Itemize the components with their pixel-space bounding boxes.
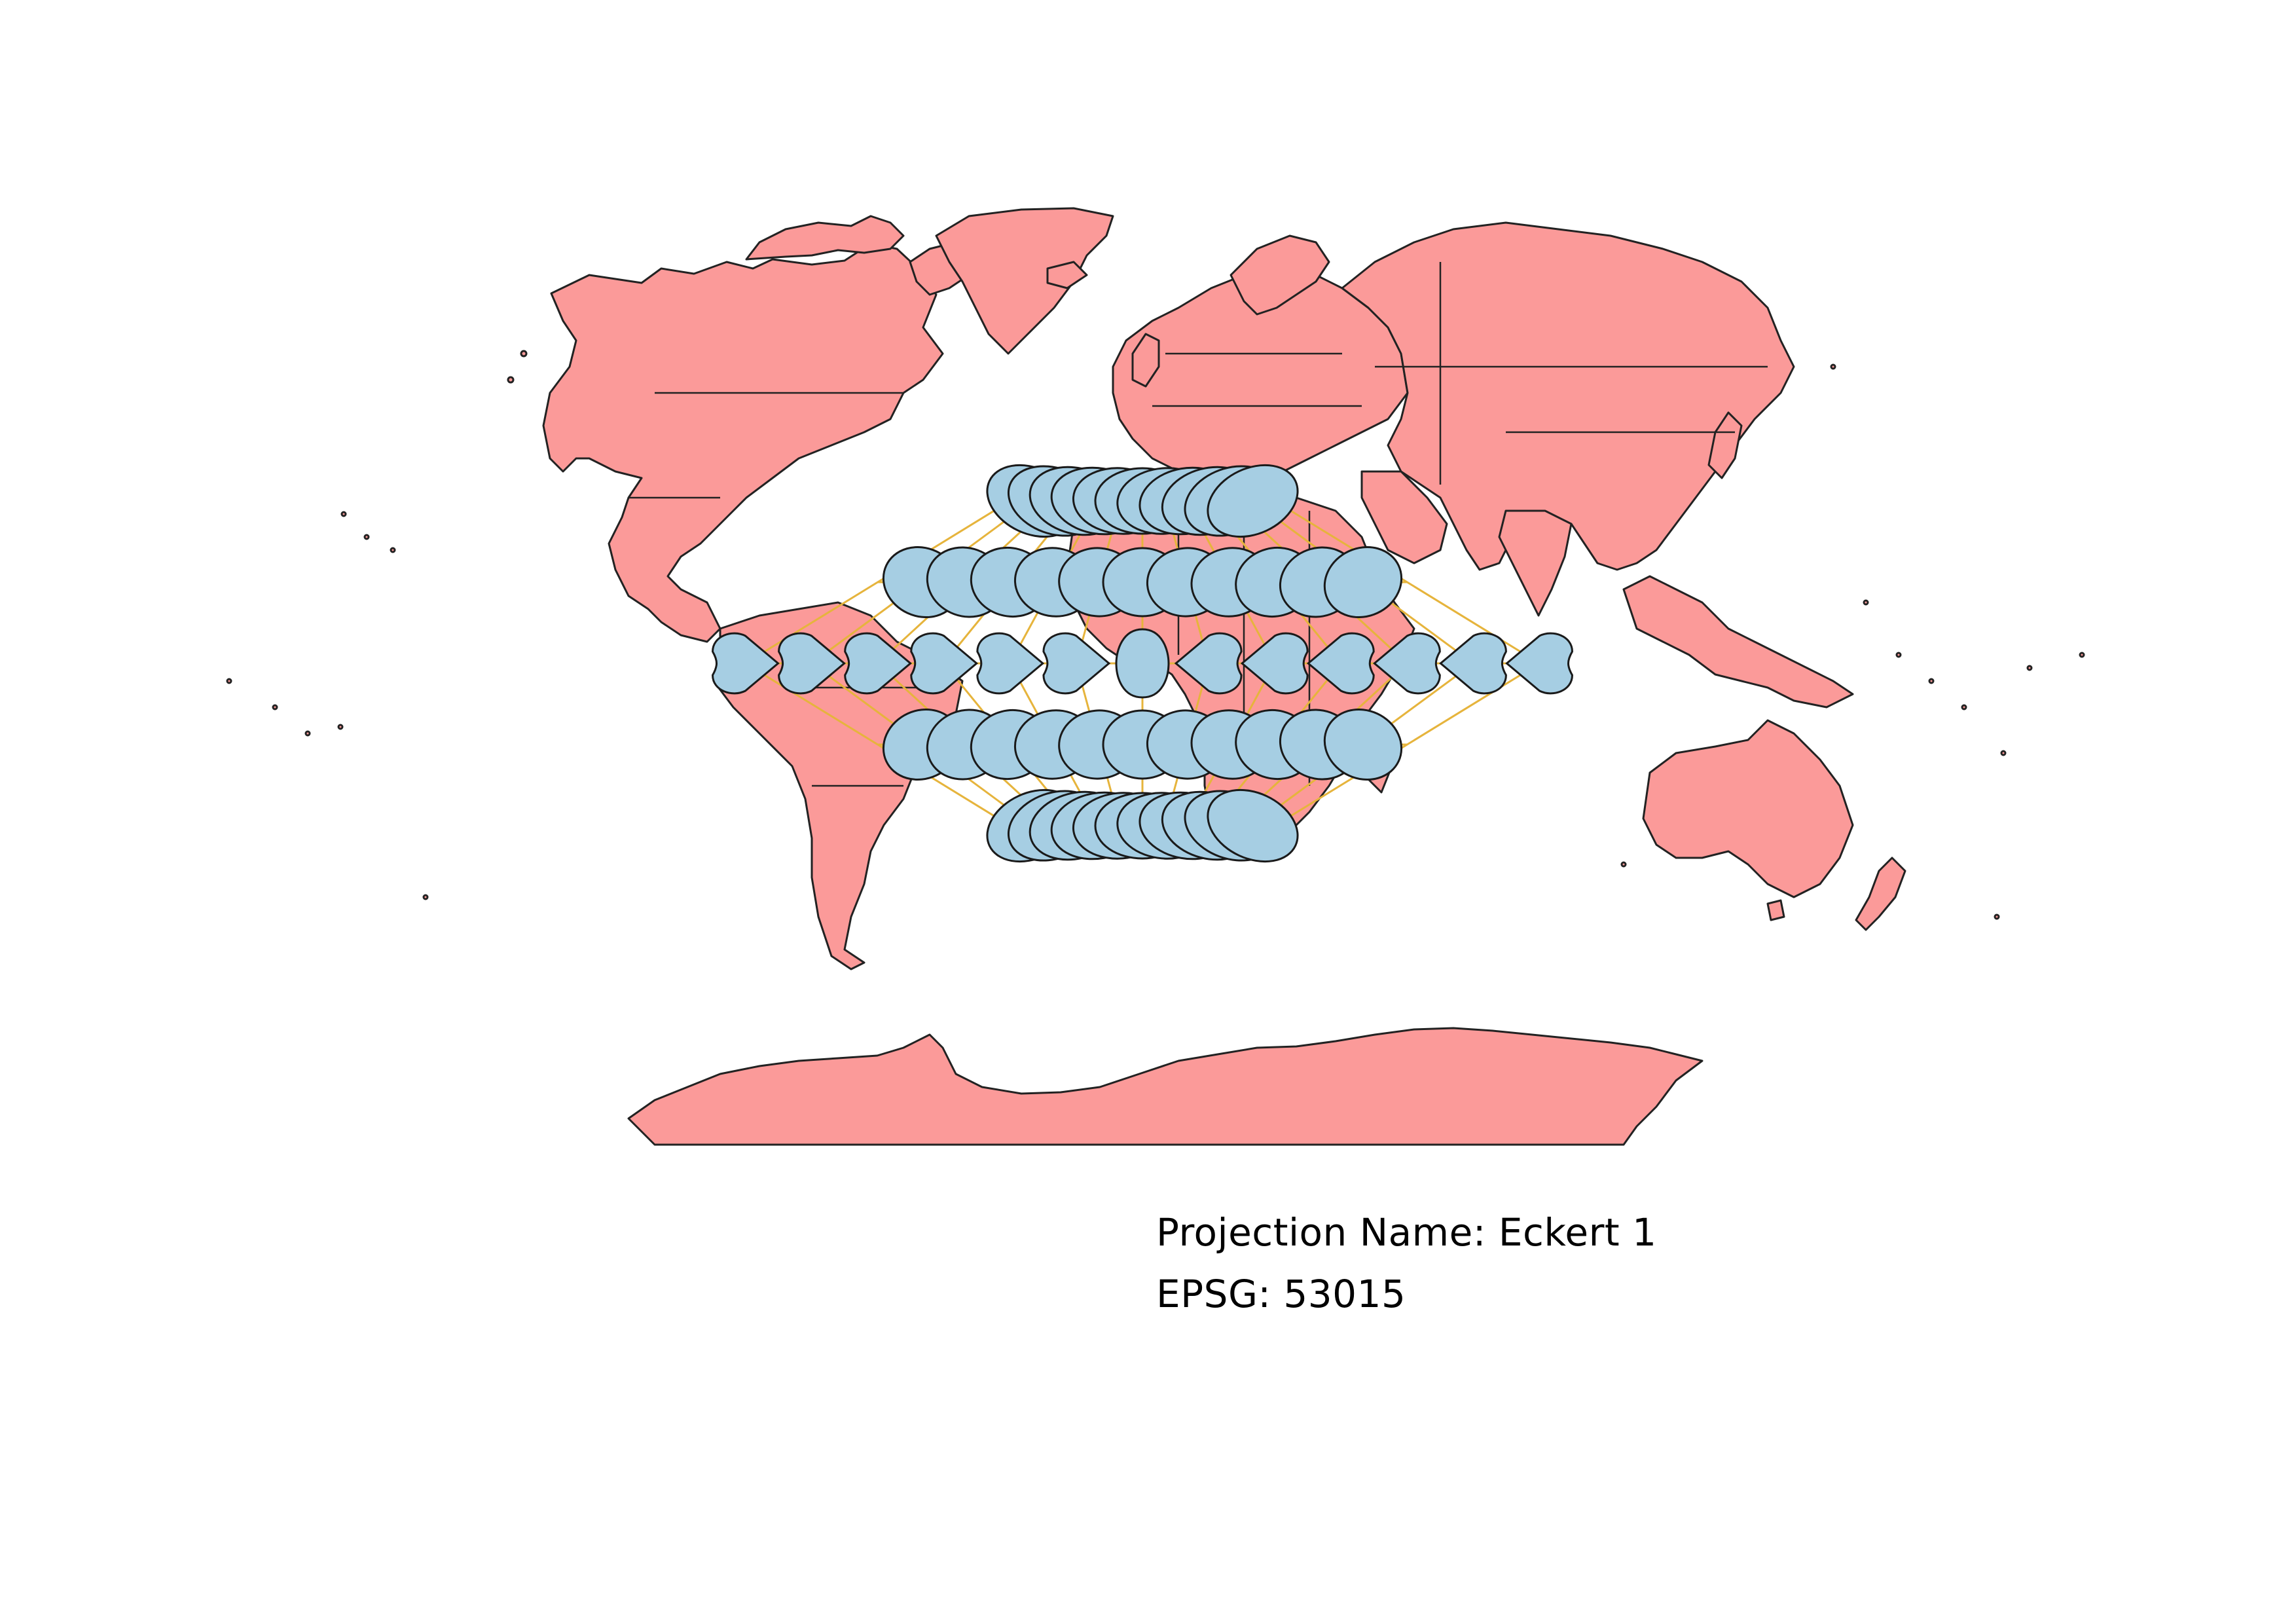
- islets: [226, 350, 2085, 920]
- british-isles: [1131, 333, 1160, 388]
- tissot-indicatrix: [1207, 464, 1299, 538]
- separator: :: [1258, 1272, 1271, 1316]
- tissot-indicatrix: [1042, 632, 1111, 695]
- arabian-peninsula: [1360, 470, 1448, 564]
- tissot-indicatrix: [1115, 628, 1170, 699]
- epsg-label: EPSG: [1156, 1272, 1258, 1316]
- tissot-indicatrix: [1372, 632, 1441, 695]
- tasmania: [1766, 899, 1785, 921]
- tissot-indicatrix: [778, 632, 846, 695]
- tissot-indicatrix: [1323, 545, 1403, 619]
- japan: [1707, 411, 1743, 479]
- epsg-caption: EPSG: 53015: [1156, 1272, 1406, 1316]
- southeast-asia: [1622, 575, 1854, 709]
- north-america: [542, 242, 944, 643]
- separator: :: [1472, 1210, 1486, 1255]
- tissot-indicatrix: [1323, 708, 1403, 781]
- tissot-indicatrix: [1505, 632, 1573, 695]
- tissot-indicatrices: [712, 464, 1573, 863]
- tissot-indicatrix: [910, 632, 979, 695]
- tissot-indicatrix: [712, 632, 780, 695]
- australia: [1642, 719, 1854, 898]
- tissot-indicatrix: [1306, 632, 1375, 695]
- tissot-indicatrix: [844, 632, 913, 695]
- new-zealand: [1855, 857, 1906, 931]
- tissot-indicatrix: [1174, 632, 1243, 695]
- projection-value: Eckert 1: [1498, 1210, 1657, 1255]
- arctic-islands: [745, 215, 905, 261]
- tissot-indicatrix: [1439, 632, 1507, 695]
- tissot-indicatrix: [976, 632, 1045, 695]
- greenland: [935, 207, 1114, 355]
- projection-name-caption: Projection Name: Eckert 1: [1156, 1210, 1657, 1255]
- antarctica: [627, 1027, 1704, 1146]
- epsg-value: 53015: [1283, 1272, 1406, 1316]
- tissot-indicatrix: [1240, 632, 1309, 695]
- asia: [1341, 221, 1795, 571]
- iceland: [1046, 261, 1088, 289]
- tissot-indicatrix: [1207, 788, 1299, 863]
- scandinavia: [1230, 234, 1330, 316]
- indian-subcontinent: [1498, 509, 1573, 617]
- europe: [1112, 267, 1409, 479]
- projection-label: Projection Name: [1156, 1210, 1473, 1255]
